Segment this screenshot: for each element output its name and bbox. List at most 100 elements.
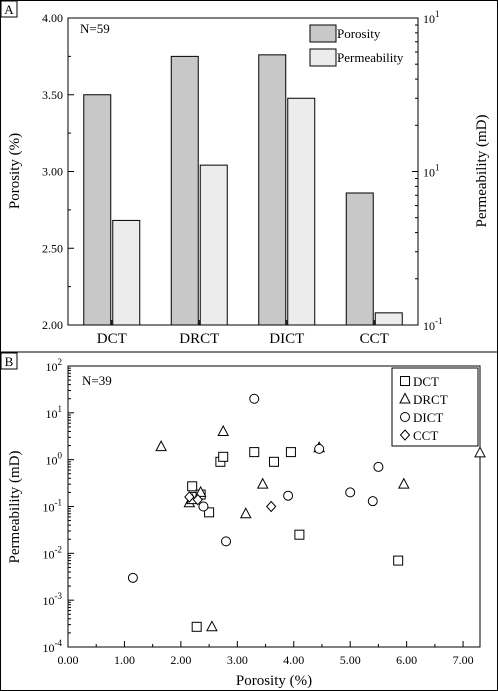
point-drct: [397, 477, 410, 489]
point-dict: [221, 536, 232, 547]
panel-a-label: A: [4, 2, 14, 17]
point-drct: [194, 485, 207, 497]
x-tick-label: 0.00: [58, 653, 79, 667]
point-dict: [345, 487, 356, 498]
legend-marker-cct: [399, 429, 411, 441]
right-tick-label: 101: [423, 163, 440, 180]
legend-marker-drct: [399, 392, 411, 404]
point-dct: [249, 447, 260, 458]
point-dct: [218, 451, 229, 462]
y-tick-label-exponent: -3: [55, 591, 63, 601]
y-tick-label-base: 10: [46, 407, 58, 421]
y-tick-label-base: 10: [43, 547, 55, 561]
category-label-dct: DCT: [97, 331, 127, 347]
bar-porosity-dct: [83, 94, 112, 326]
right-tick-label: 10-1: [423, 316, 443, 333]
legend-label-cct: CCT: [413, 428, 438, 443]
y-tick-label: 10-2: [43, 544, 63, 561]
y-tick-label: 2.00: [42, 318, 63, 332]
point-dict: [249, 393, 260, 404]
right-tick-label-exponent: -1: [435, 316, 443, 326]
y-tick-label-exponent: -2: [55, 544, 63, 554]
legend-label-dct: DCT: [413, 374, 439, 389]
bar-permeability-drct: [199, 164, 228, 326]
x-tick-label: 3.00: [227, 653, 248, 667]
x-tick-label: 5.00: [340, 653, 361, 667]
point-drct: [217, 424, 230, 436]
y-tick-label: 2.50: [42, 241, 63, 255]
category-label-drct: DRCT: [179, 331, 219, 347]
x-tick-label: 2.00: [170, 653, 191, 667]
x-axis-ticks: 0.00 1.00 2.00 3.00 4.00 5.00 6.00 7.00: [58, 641, 474, 667]
bar-porosity-cct: [345, 192, 374, 326]
y-tick-label-exponent: -4: [55, 638, 63, 648]
bars-layer: [83, 54, 403, 326]
point-drct: [474, 446, 486, 458]
panel-a-label-box: [0, 0, 18, 18]
x-axis-ticks: DCT DRCT DICT CCT: [97, 320, 389, 347]
point-dict: [198, 501, 209, 512]
legend-label-drct: DRCT: [413, 392, 448, 407]
right-tick-label-base: 10: [423, 12, 435, 26]
point-dict: [283, 490, 294, 501]
point-dct: [187, 481, 198, 492]
y-axis-label-b: Permeability (mD): [7, 451, 23, 564]
legend-marker-dict: [400, 412, 410, 422]
right-tick-label-exponent: 1: [435, 9, 440, 19]
y-axis-label-left: Porosity (%): [7, 133, 23, 209]
y-tick-label: 10-1: [43, 498, 63, 515]
point-drct: [155, 440, 167, 452]
bar-porosity-drct: [170, 55, 199, 326]
point-cct: [266, 500, 277, 513]
point-dct: [393, 555, 404, 566]
point-dct: [204, 507, 215, 518]
legend-label-permeability: Permeability: [337, 50, 404, 65]
point-dct: [269, 456, 279, 467]
point-drct: [239, 507, 252, 519]
right-tick-label-exponent: 1: [435, 163, 440, 173]
y-tick-label-exponent: 2: [58, 357, 63, 367]
right-tick-label: 101: [423, 9, 440, 26]
legend-a: Porosity Permeability: [309, 24, 404, 67]
bar-permeability-dict: [287, 97, 316, 326]
points-layer: [127, 393, 486, 632]
legend-swatch-porosity: [309, 24, 337, 43]
y-tick-label: 102: [46, 357, 63, 374]
point-drct: [256, 477, 269, 489]
y-tick-label-exponent: 1: [58, 404, 63, 414]
y-tick-label-base: 10: [46, 360, 58, 374]
y-tick-label: 4.00: [42, 11, 63, 25]
y-tick-label: 10-3: [43, 591, 63, 608]
y-tick-label: 3.00: [42, 165, 63, 179]
legend-label-porosity: Porosity: [337, 26, 381, 41]
panel-b-label-box: [0, 352, 18, 370]
point-drct: [206, 620, 218, 632]
y-tick-label-base: 10: [43, 501, 55, 515]
point-cct: [184, 491, 195, 503]
point-dict: [367, 496, 378, 507]
x-tick-label: 4.00: [283, 653, 304, 667]
y-tick-label: 10-4: [43, 638, 63, 655]
legend-marker-dct: [400, 376, 410, 386]
point-dict: [314, 443, 325, 454]
category-label-dict: DICT: [269, 331, 304, 347]
point-dict: [373, 461, 384, 472]
point-dct: [294, 529, 305, 540]
category-label-cct: CCT: [360, 331, 389, 347]
point-dict: [127, 572, 138, 583]
y-tick-label-exponent: -1: [55, 498, 63, 508]
panel-b-label: B: [5, 354, 14, 369]
x-tick-label: 7.00: [453, 653, 474, 667]
legend-b: DCT DRCT DICT CCT: [391, 367, 479, 447]
point-dct: [285, 447, 296, 458]
x-axis-label-b: Porosity (%): [236, 673, 312, 689]
annotation-b: N=39: [82, 373, 112, 388]
point-dct: [191, 621, 202, 632]
y-tick-label-exponent: 0: [58, 451, 63, 461]
bar-porosity-dict: [258, 54, 287, 326]
